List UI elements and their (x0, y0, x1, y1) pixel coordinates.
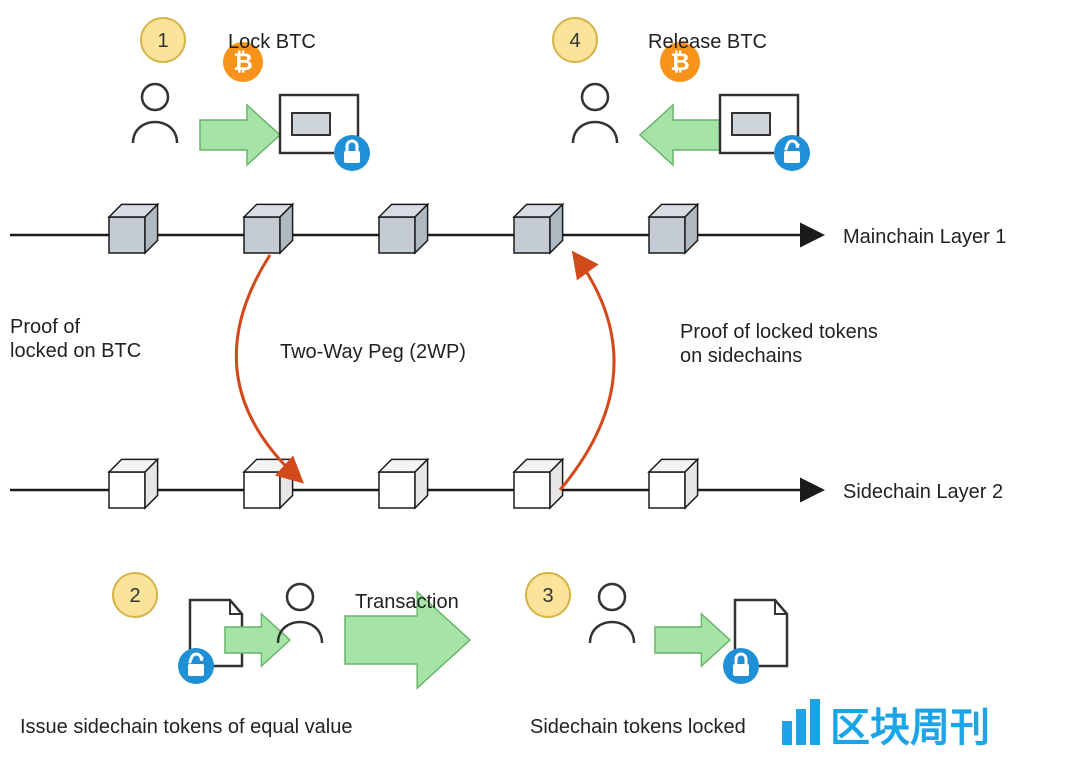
svg-text:2: 2 (129, 585, 140, 607)
flow-arrow-icon (655, 614, 730, 666)
step-circle: 4 (553, 18, 597, 62)
svg-text:1: 1 (157, 30, 168, 52)
two-way-peg-label: Two-Way Peg (2WP) (280, 340, 466, 364)
person-icon (133, 84, 177, 143)
transaction-label: Transaction (355, 590, 459, 614)
step1-title: Lock BTC (228, 30, 316, 54)
mainchain-label: Mainchain Layer 1 (843, 225, 1006, 249)
lock-icon (723, 648, 759, 684)
watermark-logo-icon (782, 699, 820, 745)
watermark-text: 区块周刊 (830, 695, 990, 753)
proof-right-label: Proof of locked tokens on sidechains (680, 320, 878, 368)
peg-down-arrow (236, 255, 300, 480)
cube-icon (514, 459, 563, 508)
proof-left-label: Proof of locked on BTC (10, 315, 141, 363)
peg-up-arrow (560, 255, 614, 490)
person-icon (590, 584, 634, 643)
cube-icon (649, 204, 698, 253)
step2-title: Issue sidechain tokens of equal value (20, 715, 352, 739)
cube-icon (244, 204, 293, 253)
unlock-icon (178, 648, 214, 684)
cube-icon (379, 204, 428, 253)
step-circle: 2 (113, 573, 157, 617)
step3-title: Sidechain tokens locked (530, 715, 746, 739)
step4-title: Release BTC (648, 30, 767, 54)
svg-text:4: 4 (569, 30, 580, 52)
cube-icon (649, 459, 698, 508)
cube-icon (379, 459, 428, 508)
lock-icon (334, 135, 370, 171)
flow-arrow-icon (200, 105, 280, 165)
step-circle: 3 (526, 573, 570, 617)
cube-icon (109, 459, 158, 508)
flow-arrow-icon (640, 105, 720, 165)
person-icon (573, 84, 617, 143)
cube-icon (514, 204, 563, 253)
diagram-canvas: 1234₿₿ (0, 0, 1080, 768)
step-circle: 1 (141, 18, 185, 62)
cube-icon (109, 204, 158, 253)
sidechain-label: Sidechain Layer 2 (843, 480, 1003, 504)
unlock-icon (774, 135, 810, 171)
svg-text:3: 3 (542, 585, 553, 607)
